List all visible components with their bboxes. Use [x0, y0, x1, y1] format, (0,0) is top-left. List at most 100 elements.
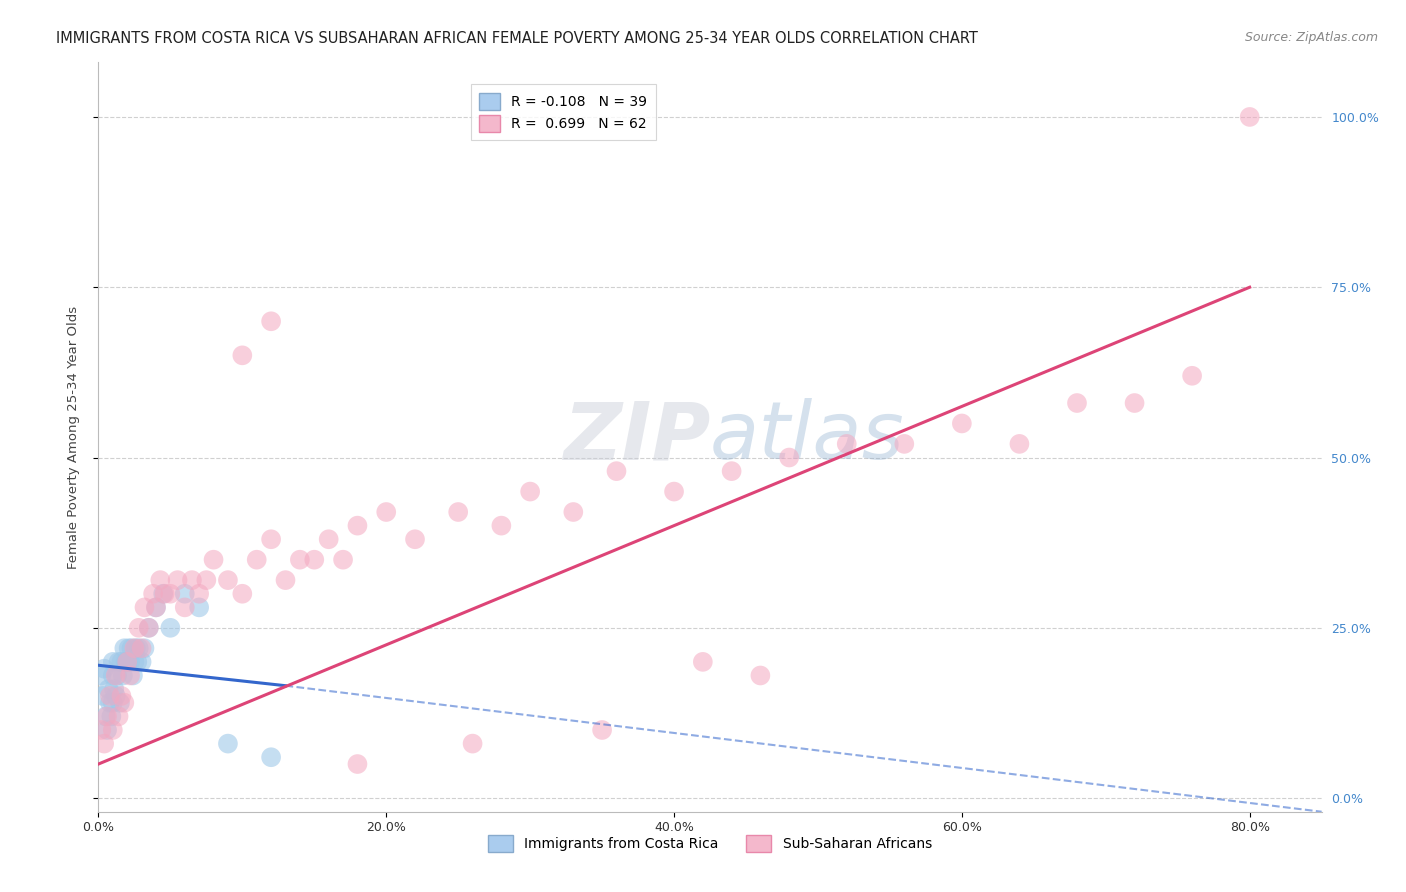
Point [662, 484, 685, 499]
Point [188, 587, 211, 601]
Point [145, 600, 167, 615]
Point [246, 552, 269, 566]
Point [346, 518, 368, 533]
Point [1239, 110, 1261, 124]
Point [149, 573, 172, 587]
Point [260, 750, 283, 764]
Point [104, 668, 127, 682]
Point [605, 464, 627, 478]
Point [692, 655, 714, 669]
Point [749, 668, 772, 682]
Point [217, 573, 239, 587]
Y-axis label: Female Poverty Among 25-34 Year Olds: Female Poverty Among 25-34 Year Olds [67, 306, 80, 568]
Point [404, 533, 426, 547]
Point [591, 723, 613, 737]
Point [98, 696, 121, 710]
Point [125, 641, 148, 656]
Point [107, 655, 129, 669]
Point [128, 621, 150, 635]
Point [127, 655, 149, 669]
Point [142, 587, 165, 601]
Point [260, 533, 283, 547]
Point [1066, 396, 1088, 410]
Point [134, 641, 156, 656]
Point [114, 655, 136, 669]
Point [105, 668, 128, 682]
Point [117, 641, 139, 656]
Point [893, 437, 915, 451]
Point [173, 600, 195, 615]
Point [101, 668, 124, 682]
Point [346, 757, 368, 772]
Point [128, 641, 150, 656]
Point [134, 600, 156, 615]
Point [93, 737, 115, 751]
Point [1181, 368, 1204, 383]
Point [101, 696, 124, 710]
Point [173, 587, 195, 601]
Point [96, 723, 118, 737]
Point [231, 587, 253, 601]
Point [103, 682, 125, 697]
Point [152, 587, 174, 601]
Point [166, 573, 188, 587]
Point [115, 655, 138, 669]
Point [159, 621, 181, 635]
Point [720, 464, 742, 478]
Text: Source: ZipAtlas.com: Source: ZipAtlas.com [1244, 31, 1378, 45]
Point [110, 689, 132, 703]
Point [98, 689, 121, 703]
Point [120, 668, 142, 682]
Point [124, 655, 146, 669]
Point [120, 655, 142, 669]
Point [304, 552, 326, 566]
Point [375, 505, 398, 519]
Point [101, 723, 124, 737]
Point [195, 573, 218, 587]
Point [91, 689, 114, 703]
Point [90, 668, 112, 682]
Point [101, 655, 124, 669]
Point [562, 505, 585, 519]
Point [122, 668, 145, 682]
Point [202, 552, 225, 566]
Point [107, 709, 129, 723]
Point [318, 533, 340, 547]
Point [491, 518, 513, 533]
Point [835, 437, 858, 451]
Point [111, 668, 134, 682]
Point [260, 314, 283, 328]
Point [778, 450, 800, 465]
Point [153, 587, 176, 601]
Text: ZIP: ZIP [562, 398, 710, 476]
Point [90, 723, 112, 737]
Point [100, 709, 122, 723]
Point [115, 655, 138, 669]
Point [288, 552, 311, 566]
Point [274, 573, 297, 587]
Text: atlas: atlas [710, 398, 905, 476]
Point [112, 641, 135, 656]
Point [332, 552, 354, 566]
Point [112, 696, 135, 710]
Point [96, 709, 118, 723]
Point [1008, 437, 1031, 451]
Point [124, 641, 146, 656]
Point [131, 641, 153, 656]
Point [97, 682, 120, 697]
Point [108, 696, 131, 710]
Point [950, 417, 973, 431]
Point [104, 689, 127, 703]
Point [121, 641, 143, 656]
Point [138, 621, 160, 635]
Point [110, 655, 132, 669]
Point [461, 737, 484, 751]
Point [447, 505, 470, 519]
Point [181, 573, 204, 587]
Text: IMMIGRANTS FROM COSTA RICA VS SUBSAHARAN AFRICAN FEMALE POVERTY AMONG 25-34 YEAR: IMMIGRANTS FROM COSTA RICA VS SUBSAHARAN… [56, 31, 979, 46]
Point [188, 600, 211, 615]
Point [131, 655, 153, 669]
Point [138, 621, 160, 635]
Point [217, 737, 239, 751]
Point [93, 662, 115, 676]
